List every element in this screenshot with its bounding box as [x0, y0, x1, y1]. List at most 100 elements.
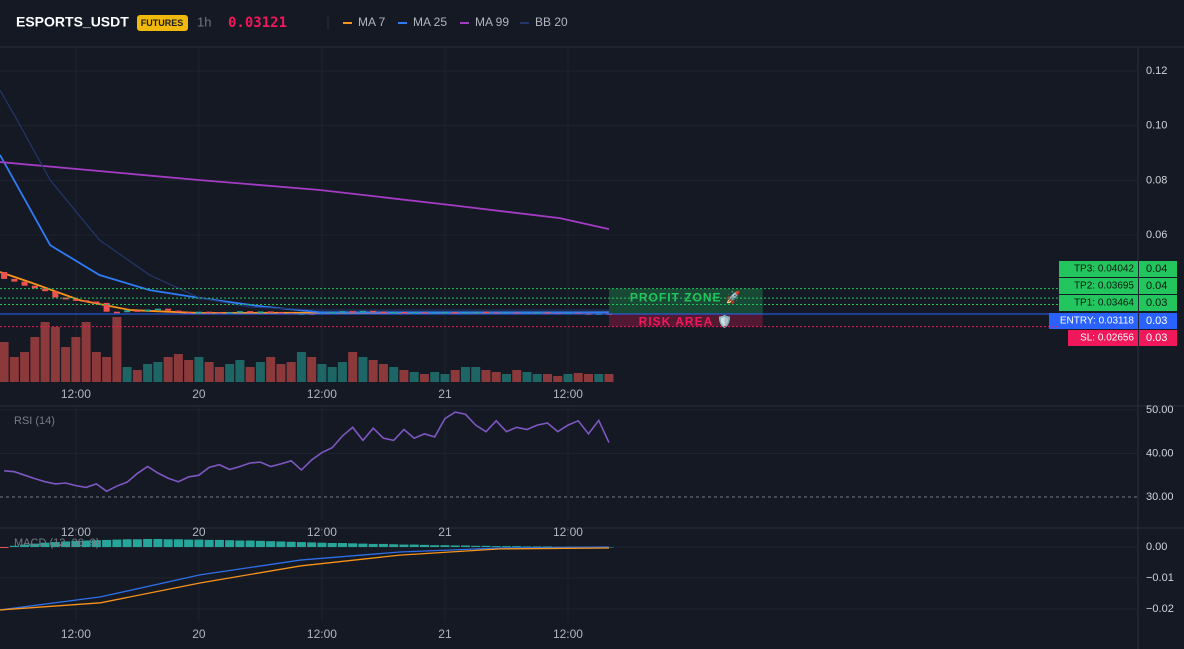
legend-label: MA 7 — [358, 15, 386, 29]
histogram-bar — [399, 544, 409, 548]
histogram-bar — [327, 543, 337, 548]
pane-title: MACD (12, 26, 9) — [14, 537, 100, 549]
symbol: ESPORTS_USDT — [16, 14, 129, 30]
candle — [206, 311, 213, 314]
histogram-bar — [184, 539, 194, 548]
candle — [144, 309, 151, 312]
histogram-bar — [378, 543, 388, 548]
candle — [411, 312, 418, 314]
volume-bar — [122, 367, 132, 382]
level-axis-bg — [1139, 313, 1177, 329]
volume-bar — [358, 357, 368, 382]
volume-bar — [102, 357, 112, 382]
legend-label: BB 20 — [535, 15, 568, 29]
macd-line — [0, 546, 609, 611]
volume-bar — [471, 367, 481, 382]
rsi-line — [4, 411, 610, 493]
level-tag-bg — [1059, 261, 1138, 277]
volume-bar — [81, 322, 91, 382]
volume-bar — [337, 362, 347, 382]
price: 0.03121 — [228, 15, 287, 31]
volume-bar — [235, 360, 245, 382]
histogram-bar — [245, 540, 255, 548]
histogram-bar — [9, 545, 19, 548]
candle — [277, 312, 284, 314]
histogram-bar — [460, 545, 470, 548]
volume-bar — [512, 370, 522, 382]
x-tick-label: 12:00 — [61, 627, 91, 641]
candle — [247, 311, 254, 313]
candle — [11, 278, 18, 282]
histogram-bar — [358, 543, 368, 548]
candle — [400, 311, 407, 314]
level-axis-label: 0.03 — [1146, 315, 1167, 327]
x-tick-label: 12:00 — [553, 627, 583, 641]
candle — [175, 310, 182, 313]
histogram-bar — [368, 543, 378, 548]
candle — [236, 311, 243, 313]
x-tick-label: 12:00 — [61, 387, 91, 401]
histogram-bar — [276, 541, 286, 548]
level-axis-label: 0.03 — [1146, 297, 1167, 309]
volume-bar — [30, 337, 40, 382]
volume-bar — [501, 374, 511, 382]
volume-bar — [542, 374, 552, 382]
ma-line — [0, 161, 610, 230]
volume-bar — [296, 352, 306, 382]
volume-bar — [0, 342, 9, 382]
x-tick-label: 12:00 — [553, 387, 583, 401]
candle — [421, 312, 428, 314]
candle — [42, 288, 49, 292]
histogram-bar — [71, 540, 81, 548]
histogram-bar — [255, 540, 265, 548]
candle — [113, 311, 120, 314]
volume-bar — [327, 367, 337, 382]
candle — [72, 299, 79, 301]
x-tick-label: 12:00 — [307, 387, 337, 401]
volume-bar — [40, 322, 50, 382]
level-tag-bg — [1059, 295, 1138, 311]
histogram-bar — [512, 546, 522, 548]
volume-bar — [563, 374, 573, 382]
volume-bar — [583, 374, 593, 382]
candle — [21, 281, 28, 286]
volume-bar — [594, 374, 604, 382]
level-tag-bg — [1068, 330, 1138, 346]
y-tick-label: 30.00 — [1146, 491, 1174, 503]
candle — [185, 312, 192, 314]
badge-bg — [137, 15, 188, 31]
histogram-bar — [286, 541, 296, 548]
histogram-bar — [542, 546, 552, 548]
level-tag-bg — [1059, 278, 1138, 294]
volume-bar — [368, 360, 378, 382]
volume-bar — [389, 367, 399, 382]
level-axis-label: 0.04 — [1146, 263, 1167, 275]
level-tag: TP3: 0.04042 — [1074, 264, 1134, 275]
pane-title: RSI (14) — [14, 415, 55, 427]
candle — [329, 311, 336, 314]
legend-label: MA 25 — [413, 15, 447, 29]
histogram-bar — [532, 546, 542, 548]
volume-bar — [214, 367, 224, 382]
interval: 1h — [197, 14, 211, 29]
volume-bar — [132, 370, 142, 382]
candle — [154, 308, 161, 311]
annotation: PROFIT ZONE 🚀 — [630, 290, 742, 304]
candle — [482, 311, 489, 314]
level-axis-bg — [1139, 278, 1177, 294]
y-tick-label: 0.08 — [1146, 174, 1167, 186]
candle — [195, 311, 202, 314]
volume-bar — [266, 357, 276, 382]
badge: FUTURES — [141, 18, 184, 28]
candle — [431, 312, 438, 315]
volume-bar — [9, 357, 19, 382]
legend-label: MA 99 — [475, 15, 509, 29]
y-tick-label: 0.10 — [1146, 120, 1167, 132]
histogram-bar — [122, 539, 132, 548]
x-tick-label: 21 — [438, 387, 452, 401]
candle — [339, 311, 346, 313]
histogram-bar — [20, 544, 30, 548]
histogram-bar — [50, 542, 60, 548]
level-tag: TP2: 0.03695 — [1074, 281, 1134, 292]
volume-bar — [255, 362, 265, 382]
